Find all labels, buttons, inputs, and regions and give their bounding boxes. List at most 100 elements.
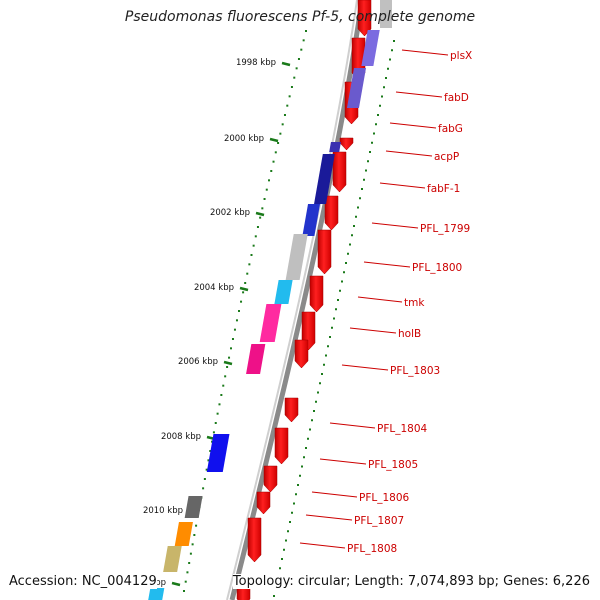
gene-labels: plsX fabD fabG acpP fabF-1 PFL_1799 PFL_1800tm… bbox=[299, 49, 472, 555]
gene-label: PFL_1807 bbox=[354, 515, 404, 527]
genome-backbone bbox=[226, 0, 365, 600]
scale-dot bbox=[335, 308, 337, 311]
scale-dot bbox=[233, 328, 236, 331]
scale-dot bbox=[287, 530, 289, 533]
reverse-strand-gene bbox=[314, 154, 335, 204]
scale-dot bbox=[357, 206, 359, 209]
reverse-strand-gene bbox=[285, 234, 308, 280]
scale-dot bbox=[226, 366, 229, 368]
kbp-tick bbox=[171, 581, 181, 587]
gene-leader-line bbox=[341, 364, 389, 371]
reverse-strand-gene bbox=[174, 522, 193, 546]
scale-dot bbox=[371, 141, 373, 144]
gene-leader-line bbox=[385, 150, 433, 157]
scale-dot bbox=[339, 289, 341, 292]
gene-label: tmk bbox=[404, 297, 425, 309]
scale-dot bbox=[303, 456, 305, 459]
scale-dot bbox=[205, 468, 208, 471]
gene-label: holB bbox=[398, 328, 421, 340]
scale-dot bbox=[207, 459, 210, 462]
scale-dot bbox=[351, 234, 353, 237]
scale-dot bbox=[305, 30, 307, 32]
scale-dot bbox=[242, 291, 245, 294]
map-title: Pseudomonas fluorescens Pf-5, complete g… bbox=[124, 9, 476, 25]
scale-dot bbox=[211, 440, 214, 443]
scale-dot bbox=[321, 373, 323, 375]
forward-strand-gene bbox=[274, 427, 289, 465]
scale-dot bbox=[297, 484, 299, 486]
kbp-tick-label: 2000 kbp bbox=[224, 134, 264, 144]
scale-dot bbox=[265, 188, 268, 191]
gene-label: PFL_1800 bbox=[412, 262, 462, 274]
scale-dot bbox=[297, 58, 300, 60]
scale-dot bbox=[283, 548, 285, 551]
forward-strand-gene bbox=[332, 151, 347, 193]
scale-dot bbox=[231, 338, 234, 340]
gene-label: plsX bbox=[450, 50, 472, 62]
scale-dot bbox=[238, 310, 240, 312]
scale-dot bbox=[301, 465, 303, 468]
scale-dot bbox=[240, 300, 243, 303]
scale-dot bbox=[345, 262, 347, 264]
scale-dot bbox=[375, 123, 377, 126]
gene-leader-line bbox=[395, 91, 443, 98]
reverse-strand-gene bbox=[380, 0, 392, 28]
scale-dot bbox=[387, 67, 389, 70]
reverse-strand-gene bbox=[329, 142, 341, 152]
scale-dot bbox=[193, 534, 196, 536]
scale-dot bbox=[293, 502, 295, 505]
scale-dot bbox=[184, 580, 187, 583]
scale-dot bbox=[305, 447, 307, 449]
scale-dot bbox=[209, 450, 212, 452]
forward-strand-gene bbox=[324, 195, 339, 231]
scale-dot bbox=[195, 524, 198, 527]
gene-label: PFL_1805 bbox=[368, 459, 418, 471]
scale-dot bbox=[313, 410, 315, 412]
scale-dot bbox=[244, 282, 247, 284]
reverse-strand-gene bbox=[206, 434, 230, 472]
scale-dot bbox=[188, 562, 191, 564]
kbp-tick bbox=[281, 61, 291, 67]
scale-dot bbox=[189, 552, 192, 555]
scale-dot bbox=[202, 487, 205, 490]
scale-dot bbox=[274, 151, 277, 154]
gene-label: PFL_1806 bbox=[359, 492, 410, 504]
reverse-strand-gene bbox=[346, 68, 367, 108]
scale-dot bbox=[302, 39, 305, 42]
scale-dot bbox=[353, 225, 355, 227]
scale-dot bbox=[299, 474, 301, 477]
gene-label: PFL_1804 bbox=[377, 423, 428, 435]
scale-dot bbox=[389, 58, 391, 61]
gene-leader-line bbox=[389, 122, 437, 129]
reverse-strand-gene bbox=[274, 280, 293, 304]
scale-dot bbox=[319, 382, 321, 385]
scale-dot bbox=[377, 114, 379, 116]
genome-summary-text: Topology: circular; Length: 7,074,893 bp… bbox=[232, 574, 590, 589]
scale-dot bbox=[383, 86, 385, 89]
gene-label: PFL_1803 bbox=[390, 365, 440, 377]
gene-leader-line bbox=[379, 182, 426, 189]
scale-dot bbox=[315, 400, 317, 403]
scale-dot bbox=[285, 539, 287, 542]
scale-dot bbox=[279, 132, 282, 135]
scale-dot bbox=[359, 197, 361, 200]
scale-dot bbox=[281, 123, 284, 126]
forward-strand-gene bbox=[263, 465, 278, 493]
scale-dot bbox=[309, 428, 311, 431]
scale-dot bbox=[263, 198, 266, 200]
gene-track bbox=[148, 0, 392, 600]
forward-strand-gene bbox=[247, 517, 262, 563]
scale-dot bbox=[323, 363, 325, 366]
scale-dot bbox=[248, 263, 251, 266]
scale-dot bbox=[295, 493, 297, 496]
scale-dot bbox=[224, 375, 227, 378]
scale-dot bbox=[254, 235, 257, 238]
scale-dot bbox=[228, 356, 231, 359]
gene-label: acpP bbox=[434, 151, 459, 163]
scale-dot bbox=[279, 567, 281, 570]
gene-leader-line bbox=[363, 261, 411, 268]
scale-dot bbox=[393, 40, 395, 42]
scale-dot bbox=[286, 104, 289, 107]
kbp-tick-label: 2002 kbp bbox=[210, 208, 250, 218]
